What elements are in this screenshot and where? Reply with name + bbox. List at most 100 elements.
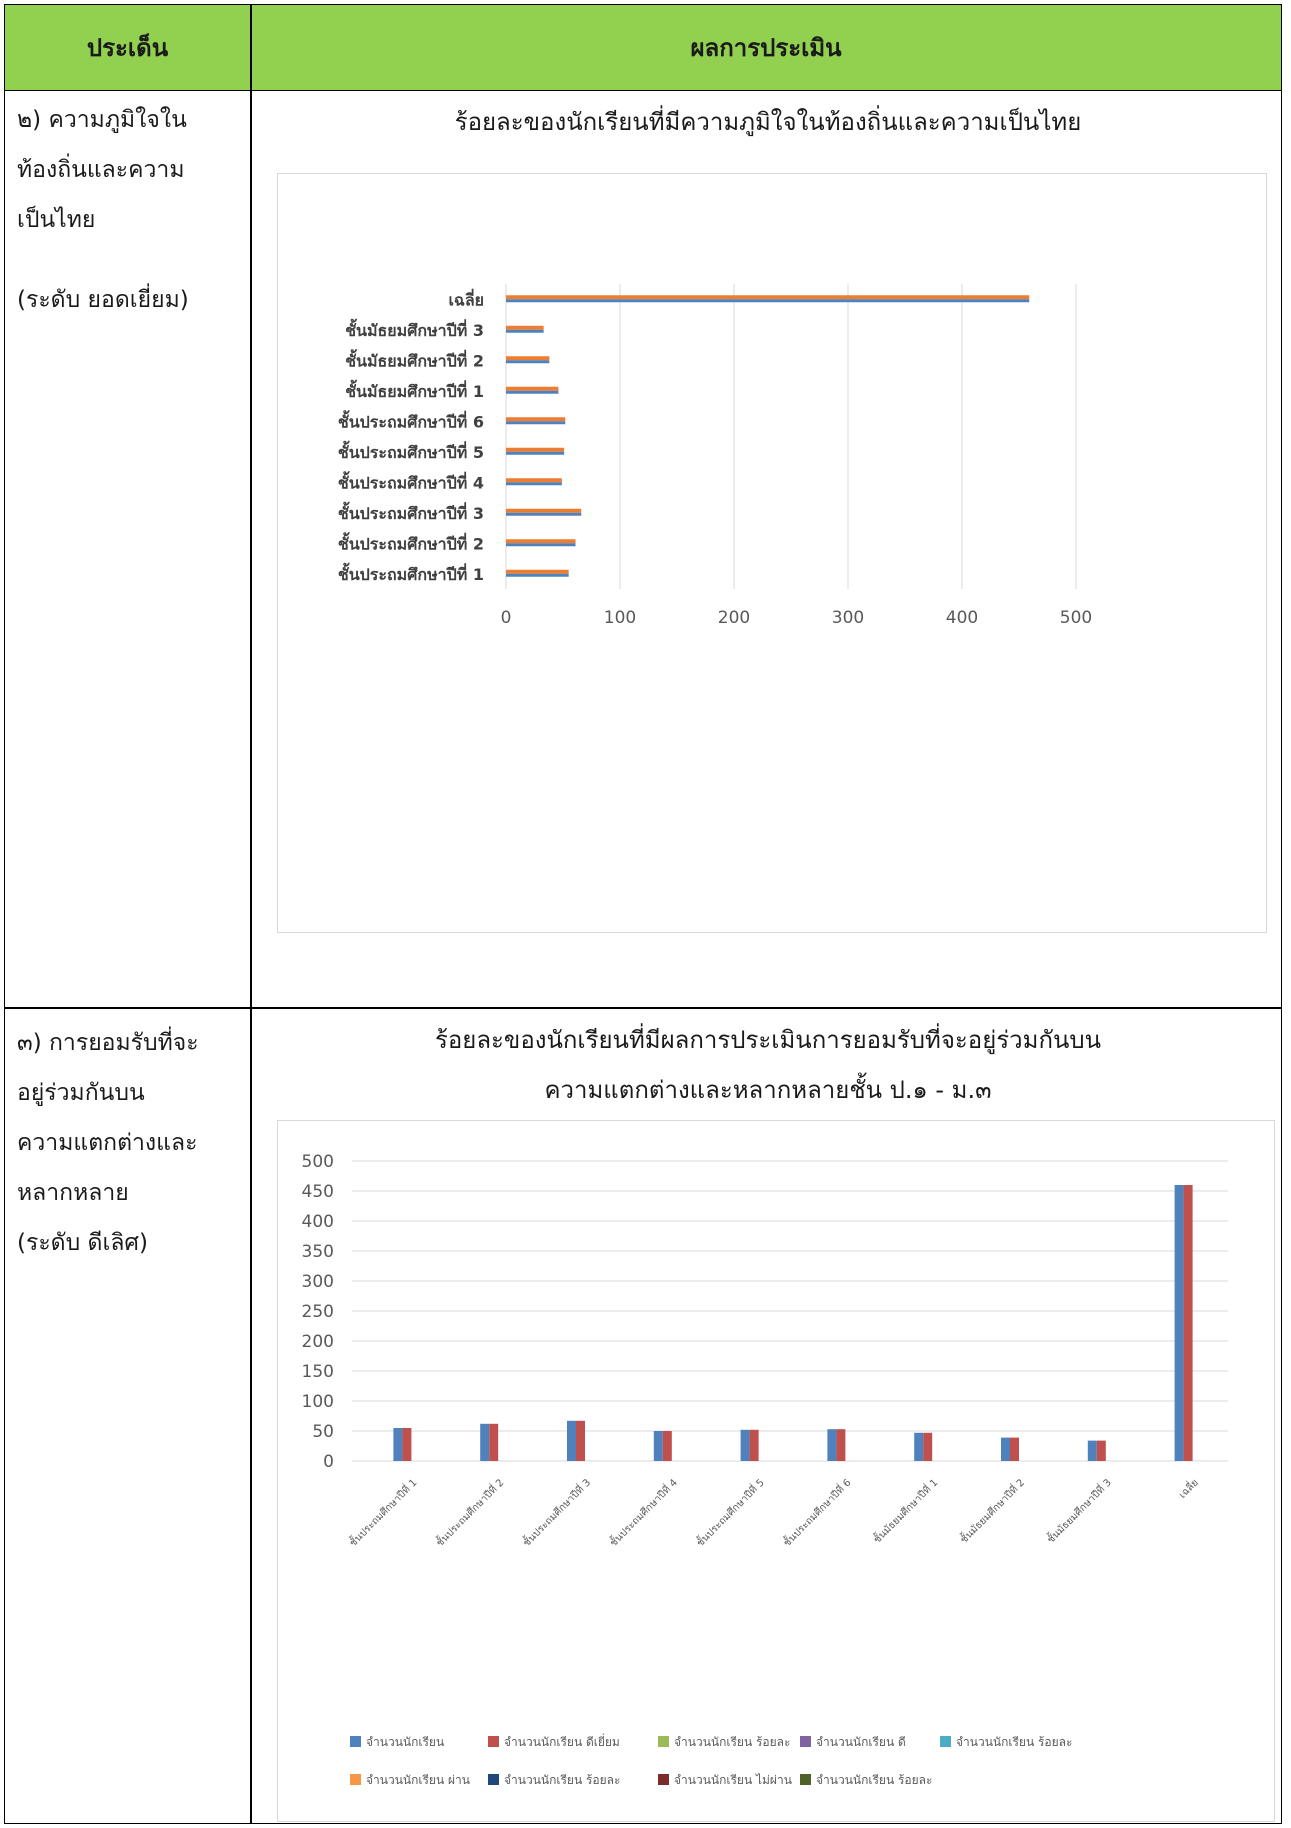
chart1-bar-series-1 [506,356,550,361]
column-divider [250,5,252,1823]
chart2-category-label: ชั้นมัธยมศึกษาปีที่ 1 [870,1475,941,1546]
row1-issue-text: ๒) ความภูมิใจใน ท้องถิ่นและความ เป็นไทย … [17,95,242,325]
chart1-bar-series-1 [506,508,582,513]
chart1-bar-series-1 [506,539,576,544]
chart1-bar-series-2 [506,543,576,547]
chart2-bar-series-2 [1096,1440,1106,1461]
chart1-category-label: ชั้นประถมศึกษาปีที่ 5 [338,440,484,462]
row2-line-2: อยู่ร่วมกันบน [17,1080,145,1106]
chart1-category-label: เฉลี่ย [448,288,484,309]
row2-line-3: ความแตกต่างและ [17,1130,198,1156]
chart1-bar-series-1 [506,325,544,330]
row1-line-2: ท้องถิ่นและความ [17,157,185,183]
chart2-legend-label: จำนวนนักเรียน ไม่ผ่าน [674,1773,792,1787]
chart1-category-label: ชั้นประถมศึกษาปีที่ 6 [338,409,484,431]
chart1-category-label: ชั้นประถมศึกษาปีที่ 4 [338,470,484,492]
chart1-x-tick-label: 200 [718,608,750,628]
chart2-y-tick-label: 450 [302,1182,334,1202]
header-issue: ประเด็น [86,34,169,62]
chart2-category-label: ชั้นประถมศึกษาปีที่ 1 [346,1475,420,1549]
chart2-title-line-1: ร้อยละของนักเรียนที่มีผลการประเมินการยอม… [434,1026,1102,1054]
chart2-category-label: ชั้นประถมศึกษาปีที่ 2 [432,1475,506,1549]
chart2-y-tick-label: 500 [302,1152,334,1172]
row1-line-1: ๒) ความภูมิใจใน [17,107,187,133]
chart1-title: ร้อยละของนักเรียนที่มีความภูมิใจในท้องถิ… [454,108,1082,136]
chart2-bar-series-2 [489,1423,499,1461]
chart2-bar-series-2 [662,1431,672,1461]
chart1-category-label: ชั้นมัธยมศึกษาปีที่ 2 [345,348,484,370]
row2-issue-text: ๓) การยอมรับที่จะ อยู่ร่วมกันบน ความแตกต… [17,1018,242,1268]
chart2-bar-series-1 [567,1420,576,1461]
chart2-title-line-2: ความแตกต่างและหลากหลายชั้น ป.๑ - ม.๓ [544,1076,992,1104]
chart2-bar-series-2 [749,1429,759,1461]
chart2-bar-series-1 [1174,1185,1184,1461]
chart2-category-label: ชั้นประถมศึกษาปีที่ 3 [519,1475,593,1549]
chart1-bar-series-1 [506,295,1030,300]
chart2-bar-series-1 [1087,1440,1097,1461]
chart1-bar-series-1 [506,569,569,574]
chart2-legend-label: จำนวนนักเรียน [366,1735,444,1749]
chart2-bar-series-1 [393,1428,403,1461]
chart1-bar-series-2 [506,451,565,455]
chart1-x-tick-label: 100 [604,608,636,628]
chart1-bar-series-2 [506,573,569,577]
chart1-category-label: ชั้นประถมศึกษาปีที่ 3 [338,501,484,523]
chart1-bar-series-1 [506,478,562,483]
chart2-category-label: ชั้นประถมศึกษาปีที่ 4 [606,1475,680,1549]
chart2-bar-series-2 [1183,1185,1193,1461]
chart1-bar-series-2 [506,421,566,425]
chart1-category-label: ชั้นมัธยมศึกษาปีที่ 1 [345,379,484,401]
row2-line-5: (ระดับ ดีเลิศ) [17,1230,148,1256]
chart2-legend-label: จำนวนนักเรียน ดี [816,1735,906,1749]
chart2-category-label: ชั้นมัธยมศึกษาปีที่ 2 [957,1475,1028,1546]
chart2-category-label: เฉลี่ย [1175,1475,1201,1501]
chart2-bar-series-1 [1001,1437,1010,1461]
chart2-category-label: ชั้นประถมศึกษาปีที่ 5 [693,1475,767,1549]
chart2-legend-swatch [940,1736,951,1747]
chart1-bar-series-2 [506,299,1030,303]
row1-line-3: เป็นไทย [17,207,96,233]
row2-line-1: ๓) การยอมรับที่จะ [17,1030,199,1056]
chart1-x-tick-label: 500 [1060,608,1092,628]
header-result: ผลการประเมิน [690,34,842,62]
chart2-category-label: ชั้นมัธยมศึกษาปีที่ 3 [1043,1475,1114,1546]
chart2-legend-swatch [488,1736,499,1747]
chart2-legend-label: จำนวนนักเรียน ดีเยี่ยม [504,1733,620,1749]
row2-line-4: หลากหลาย [17,1180,129,1206]
chart1-bar-series-2 [506,390,559,394]
chart1-x-tick-label: 0 [501,608,512,628]
chart1-x-tick-label: 300 [832,608,864,628]
chart2-y-tick-label: 150 [302,1362,334,1382]
chart2-svg: 0 50 100 150 200 250 300 350 400 450 500 ชั้นประถมศ… [302,1152,1228,1787]
chart2-bar-series-2 [402,1428,412,1461]
chart1-bar-series-2 [506,512,582,516]
assessment-table: ประเด็น ผลการประเมิน ๒) ความภูมิใจใน ท้อ… [4,4,1282,1824]
chart1-bar-series-1 [506,417,566,422]
chart2-bar-series-1 [480,1423,490,1461]
chart2-bar-series-1 [914,1432,924,1461]
chart1-category-label: ชั้นมัธยมศึกษาปีที่ 3 [345,318,484,340]
chart2-y-tick-label: 350 [302,1242,334,1262]
chart1-bar-series-1 [506,447,565,452]
chart2-legend-swatch [800,1736,811,1747]
chart2-legend-label: จำนวนนักเรียน ผ่าน [366,1773,470,1787]
chart2-legend-swatch [658,1736,669,1747]
chart1-bar-series-1 [506,386,559,391]
chart1-container: 0 100 200 300 400 500 ชั้นประถมศึกษาปีที่ 1 ชั้… [277,173,1267,933]
chart1-x-tick-label: 400 [946,608,978,628]
chart2-y-tick-label: 50 [312,1422,334,1442]
chart2-legend-swatch [800,1774,811,1785]
chart2-bar-series-1 [827,1429,837,1461]
row1-line-4 [17,245,242,275]
row-divider [5,1007,1281,1009]
chart1-category-label: ชั้นประถมศึกษาปีที่ 1 [338,562,484,584]
chart2-bar-series-2 [836,1429,846,1461]
chart2-legend-label: จำนวนนักเรียน ร้อยละ [816,1773,932,1787]
chart1-category-label: ชั้นประถมศึกษาปีที่ 2 [338,531,484,553]
chart1-svg: 0 100 200 300 400 500 ชั้นประถมศึกษาปีที่ 1 ชั้… [338,284,1092,628]
chart2-y-tick-label: 400 [302,1212,334,1232]
chart2-y-tick-label: 300 [302,1272,334,1292]
chart2-bar-series-2 [576,1420,585,1461]
chart2-bar-series-2 [1010,1437,1019,1461]
chart2-y-tick-label: 100 [302,1392,334,1412]
